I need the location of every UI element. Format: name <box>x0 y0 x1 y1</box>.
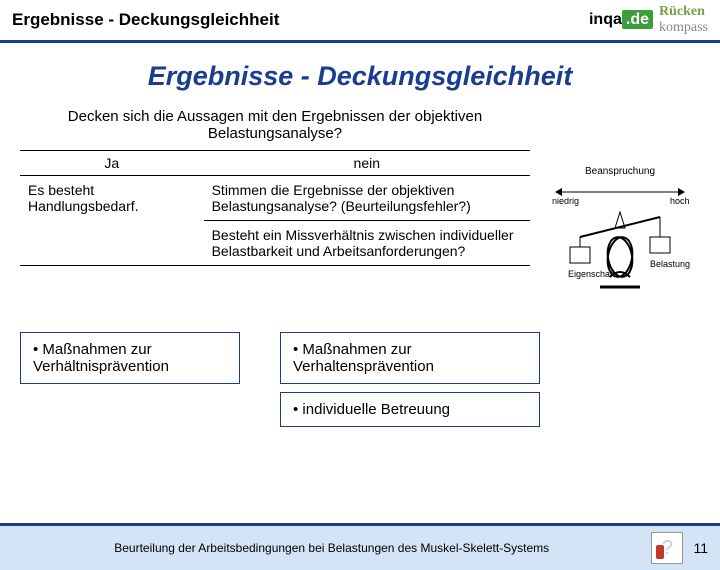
yes-cell: Es besteht Handlungsbedarf. <box>20 178 204 218</box>
divider <box>20 150 530 151</box>
box-verhalten: • Maßnahmen zur Verhaltensprävention <box>280 332 540 384</box>
page-number: 11 <box>693 540 708 556</box>
label-beanspruchung: Beanspruchung <box>585 166 655 177</box>
logo-inqa: inqa.de <box>589 11 653 29</box>
empty-cell <box>20 223 204 263</box>
header-title: Ergebnisse - Deckungsgleichheit <box>12 10 279 30</box>
label-eigenschaft: Eigenschaft <box>568 269 616 279</box>
no-cell-2: Besteht ein Missverhältnis zwischen indi… <box>204 223 530 263</box>
divider <box>20 175 530 176</box>
measures-row-2: • individuelle Betreuung <box>0 392 720 427</box>
measures-row-1: • Maßnahmen zur Verhältnisprävention • M… <box>0 324 720 388</box>
diagram-svg: Beanspruchung niedrig hoch Eigenschaft B… <box>540 162 700 322</box>
table-question: Decken sich die Aussagen mit den Ergebni… <box>20 102 530 148</box>
no-cell-1: Stimmen die Ergebnisse der objektiven Be… <box>204 178 530 218</box>
box-betreuung: • individuelle Betreuung <box>280 392 540 427</box>
footer-icon: ? <box>651 532 683 564</box>
col-yes-header: Ja <box>20 153 204 173</box>
footer-text: Beurteilung der Arbeitsbedingungen bei B… <box>12 541 651 555</box>
slide-header: Ergebnisse - Deckungsgleichheit inqa.de … <box>0 0 720 43</box>
table-header-row: Ja nein <box>20 153 530 173</box>
slide-footer: Beurteilung der Arbeitsbedingungen bei B… <box>0 523 720 570</box>
balance-diagram: Beanspruchung niedrig hoch Eigenschaft B… <box>540 102 700 324</box>
label-belastung: Belastung <box>650 259 690 269</box>
main-title: Ergebnisse - Deckungsgleichheit <box>0 61 720 92</box>
divider <box>204 220 530 221</box>
header-logos: inqa.de Rücken kompass <box>589 4 708 36</box>
decision-table: Decken sich die Aussagen mit den Ergebni… <box>20 102 530 324</box>
col-no-header: nein <box>204 153 530 173</box>
table-row-2: Besteht ein Missverhältnis zwischen indi… <box>20 223 530 263</box>
label-hoch: hoch <box>670 196 690 206</box>
table-row-1: Es besteht Handlungsbedarf. Stimmen die … <box>20 178 530 218</box>
divider <box>20 265 530 266</box>
label-niedrig: niedrig <box>552 196 579 206</box>
content-area: Decken sich die Aussagen mit den Ergebni… <box>0 102 720 324</box>
box-verhaltnis: • Maßnahmen zur Verhältnisprävention <box>20 332 240 384</box>
logo-kompass: Rücken kompass <box>659 4 708 36</box>
